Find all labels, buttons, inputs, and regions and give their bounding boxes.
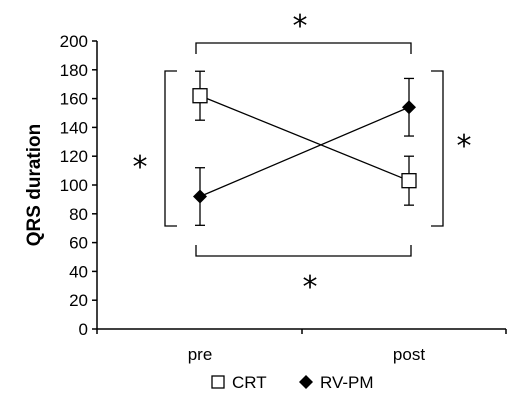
significance-star-post: *	[457, 129, 472, 164]
series-line-CRT	[199, 95, 410, 182]
bracket-right	[431, 70, 444, 227]
y-tick-label: 80	[69, 205, 88, 224]
bracket-top	[195, 42, 412, 54]
marker-CRT-pre	[192, 88, 208, 104]
axes: 0 20 40 60 80 100 120 140 160 180 200 pre post	[60, 32, 507, 364]
y-tick-label: 40	[69, 262, 88, 281]
significance-star-pre: *	[133, 150, 148, 185]
x-tick-label-pre: pre	[188, 345, 213, 364]
legend: CRT RV-PM	[211, 373, 374, 392]
y-tick-label: 100	[60, 176, 88, 195]
y-tick-label: 20	[69, 291, 88, 310]
legend-marker-RV-PM	[299, 375, 313, 389]
data-markers	[192, 88, 417, 204]
y-axis-title: QRS duration	[24, 124, 45, 246]
significance-brackets: * * * *	[133, 9, 472, 305]
y-tick-label: 0	[79, 320, 88, 339]
y-tick-label: 160	[60, 90, 88, 109]
bracket-left	[164, 70, 177, 227]
series-line-RV-PM	[199, 106, 410, 198]
legend-label-CRT: CRT	[232, 373, 267, 392]
marker-CRT-post	[401, 173, 417, 189]
significance-star-bottom: *	[303, 270, 318, 305]
y-tick-label: 200	[60, 32, 88, 51]
y-tick-label: 60	[69, 234, 88, 253]
y-tick-label: 180	[60, 61, 88, 80]
marker-RV-PM-post	[402, 100, 416, 115]
legend-label-RV-PM: RV-PM	[320, 373, 374, 392]
legend-marker-CRT	[211, 375, 225, 389]
significance-star-top: *	[293, 9, 308, 44]
bracket-bottom	[195, 245, 412, 257]
marker-RV-PM-pre	[193, 189, 207, 204]
x-tick-label-post: post	[393, 345, 425, 364]
error-bars	[195, 70, 414, 226]
series-lines	[199, 95, 410, 198]
y-tick-label: 120	[60, 147, 88, 166]
y-tick-label: 140	[60, 118, 88, 137]
